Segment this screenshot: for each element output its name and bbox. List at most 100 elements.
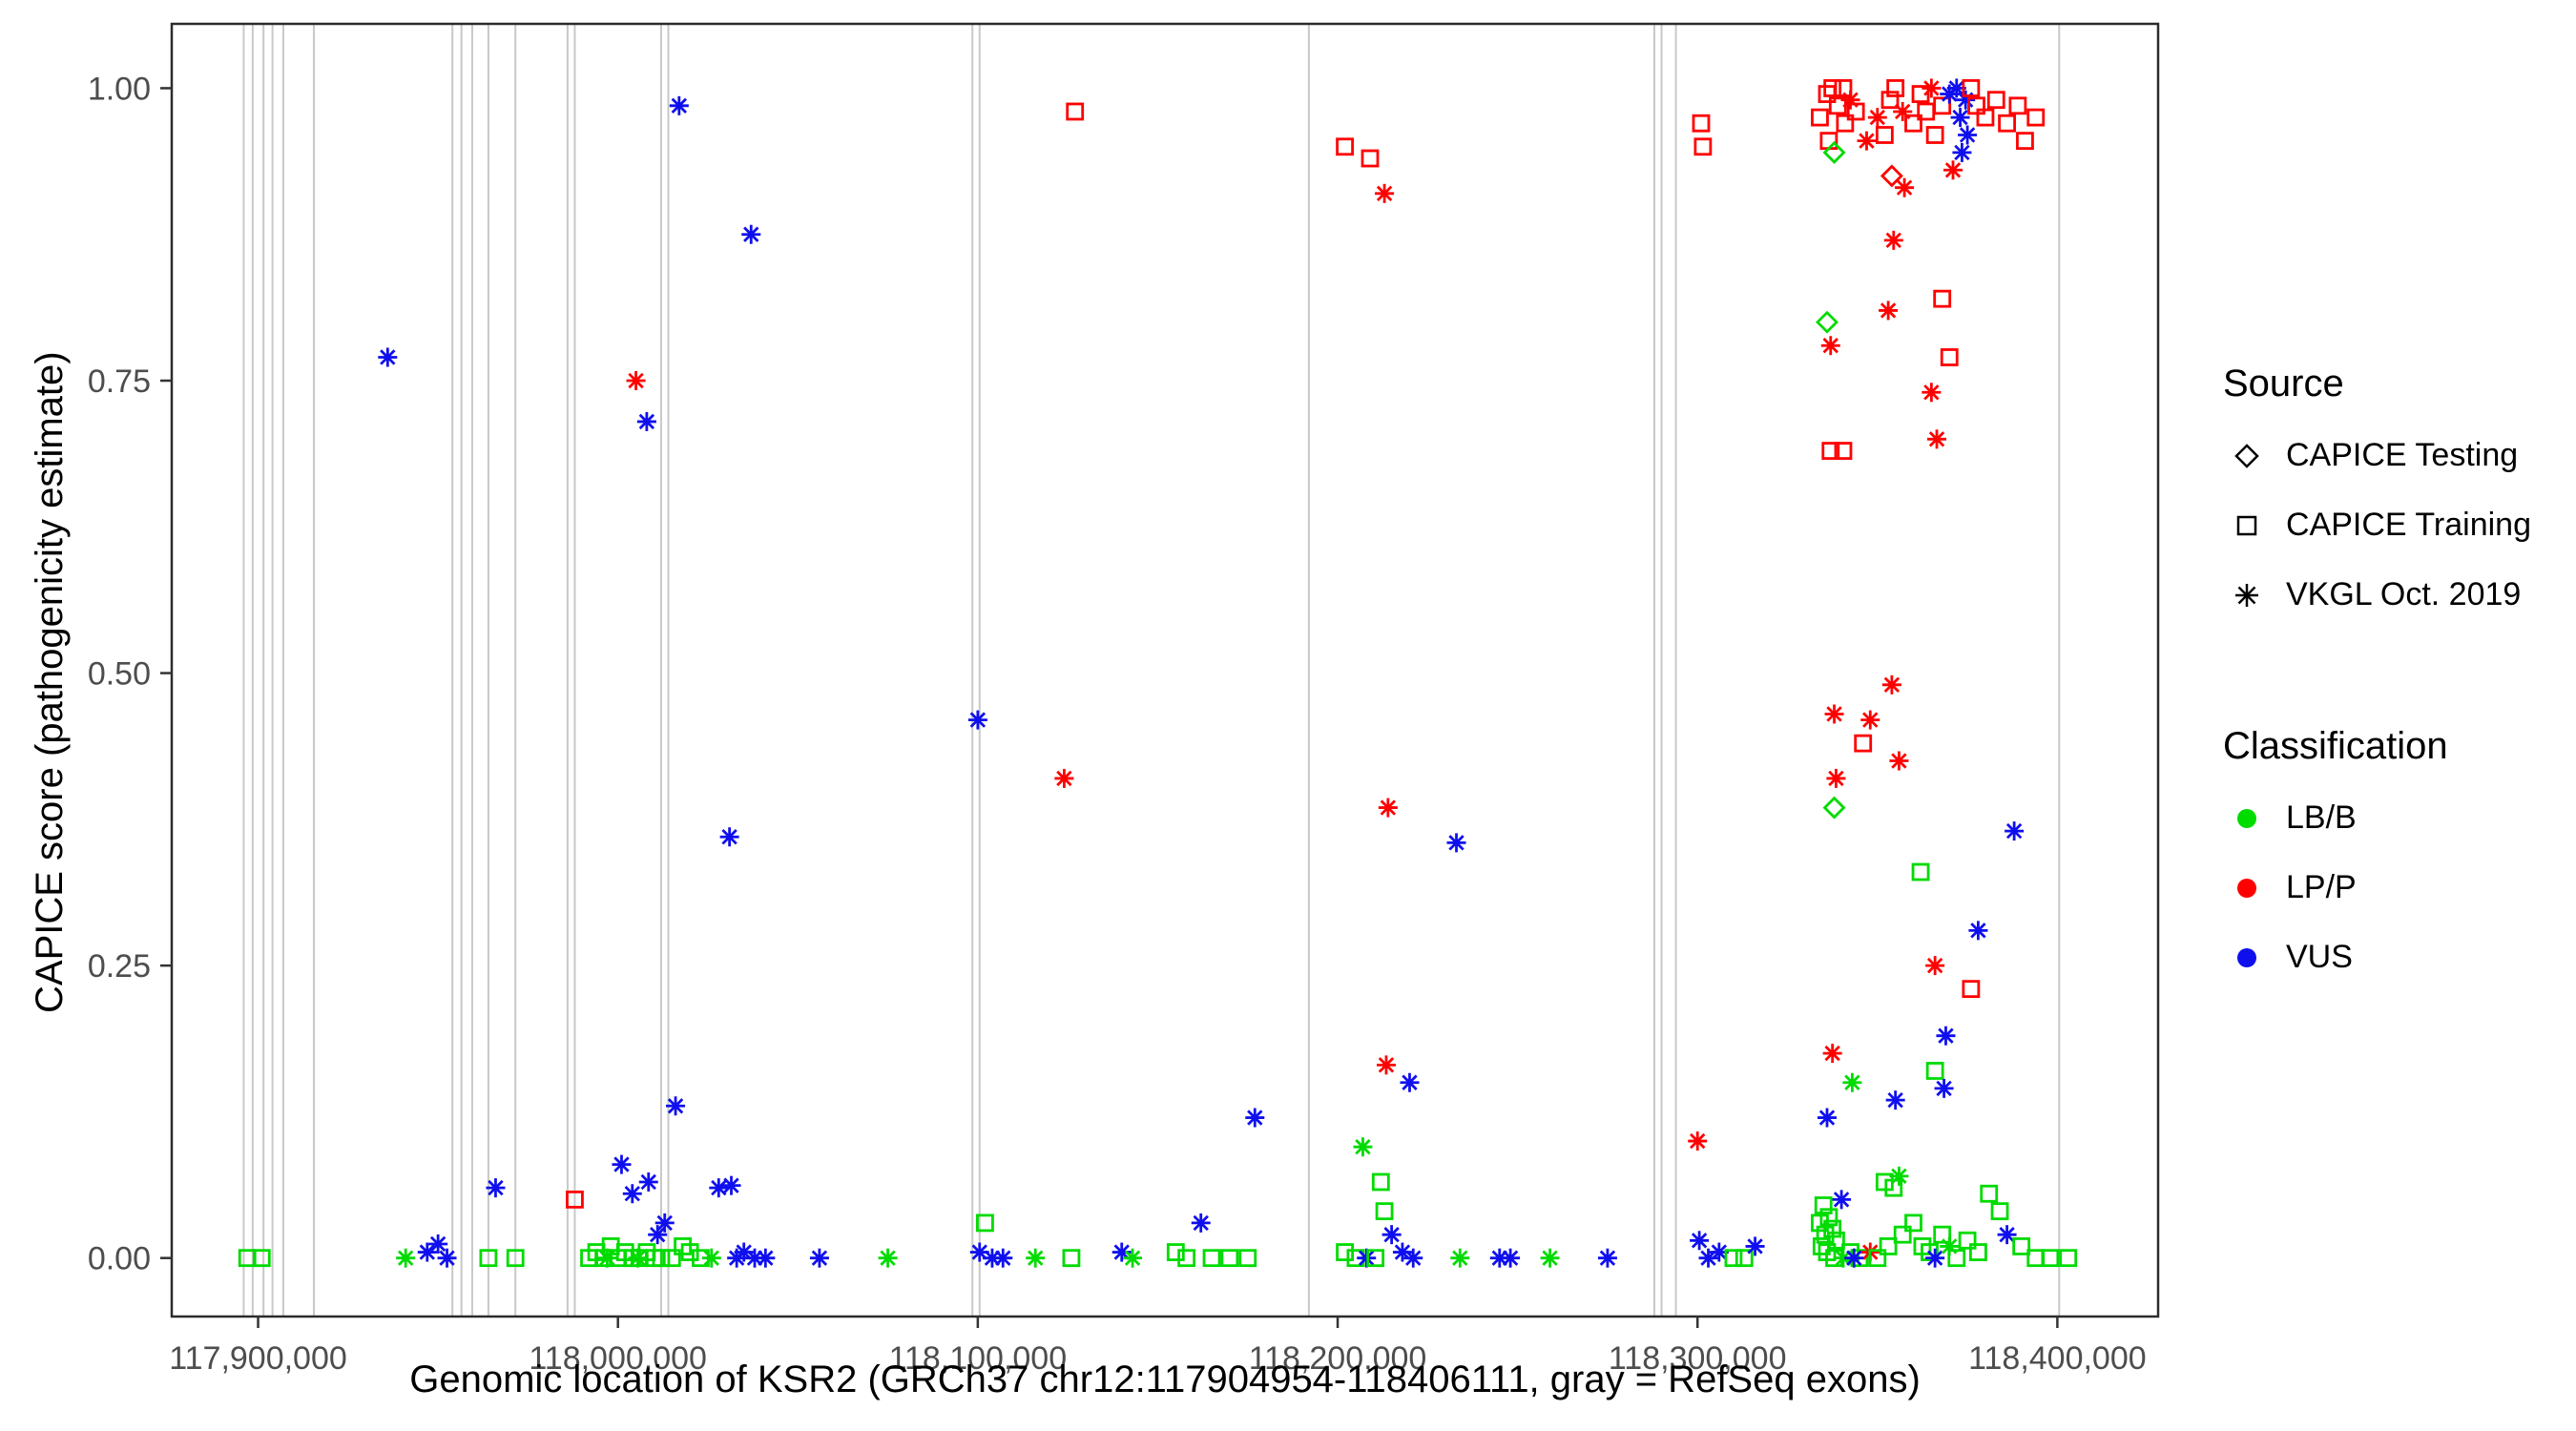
y-tick-label: 0.75 (88, 363, 151, 400)
data-point (2041, 1249, 2060, 1268)
square-icon (2223, 508, 2271, 543)
legend-label-lpp: LP/P (2286, 869, 2357, 905)
data-point (638, 1172, 658, 1192)
data-point (1879, 1237, 1898, 1255)
data-point (506, 1249, 525, 1268)
diamond-icon (2223, 439, 2271, 473)
data-point (1823, 79, 1842, 97)
legend: Source CAPICE Testing CAPICE Training (2223, 363, 2531, 992)
data-point (1816, 1225, 1835, 1244)
data-point (1986, 91, 2005, 110)
data-point (396, 1248, 416, 1268)
data-point (2005, 821, 2025, 841)
data-point (2026, 108, 2046, 127)
data-point (1846, 102, 1865, 121)
data-point (1911, 862, 1930, 881)
data-point (1889, 751, 1909, 771)
data-point (756, 1248, 776, 1268)
data-point (1933, 96, 1952, 115)
data-point (1597, 1248, 1617, 1268)
y-tick-label: 0.50 (88, 656, 151, 693)
data-point (378, 347, 398, 367)
data-point (1361, 149, 1380, 168)
data-point (993, 1248, 1013, 1268)
data-point (1875, 126, 1894, 144)
data-point (1366, 1249, 1385, 1268)
data-point (1745, 1236, 1765, 1256)
data-point (669, 95, 689, 115)
data-point (1925, 956, 1945, 976)
legend-item-lbb: LB/B (2223, 783, 2531, 853)
data-point (1952, 142, 1972, 162)
data-point (1880, 91, 1900, 110)
data-point (1925, 1062, 1944, 1080)
data-point (1062, 1249, 1081, 1268)
data-point (1904, 114, 1922, 133)
legend-item-lpp: LP/P (2223, 853, 2531, 923)
data-point (1947, 1249, 1966, 1268)
data-point (1826, 768, 1846, 788)
x-tick-label: 118,200,000 (1249, 1340, 1427, 1377)
data-point (1378, 798, 1398, 818)
data-point (1371, 1172, 1390, 1192)
y-tick-label: 0.25 (88, 948, 151, 985)
legend-group-classification: Classification LB/B LP/P VUS (2223, 725, 2531, 992)
vus-color-dot (2223, 941, 2271, 975)
legend-item-vus: VUS (2223, 923, 2531, 992)
data-point (428, 1234, 448, 1254)
data-point (648, 1225, 668, 1245)
x-tick-label: 118,400,000 (1968, 1340, 2147, 1377)
data-point (1357, 1248, 1377, 1268)
data-point (1881, 674, 1901, 695)
data-point (1943, 160, 1963, 180)
x-tick-label: 117,900,000 (169, 1340, 347, 1377)
legend-label-vkgl: VKGL Oct. 2019 (2286, 576, 2522, 612)
data-point (1997, 1225, 2017, 1245)
data-point (1693, 137, 1713, 156)
data-point (566, 1190, 584, 1209)
data-point (479, 1249, 498, 1268)
data-point (2026, 1249, 2046, 1268)
data-point (1822, 796, 1846, 819)
data-point (1822, 1044, 1842, 1064)
data-point (1501, 1248, 1521, 1268)
data-point (967, 710, 987, 730)
data-point (1692, 114, 1711, 133)
data-point (1893, 1225, 1912, 1244)
data-point (1886, 79, 1905, 97)
y-tick-label: 0.00 (88, 1241, 151, 1277)
data-point (1884, 1178, 1903, 1197)
data-point (1969, 1243, 1987, 1261)
data-point (626, 371, 646, 391)
data-point (1400, 1072, 1420, 1092)
data-point (1958, 125, 1978, 145)
data-point (1854, 734, 1873, 753)
data-point (1066, 102, 1085, 121)
data-point (1922, 78, 1942, 98)
x-axis-title: Genomic location of KSR2 (GRCh37 chr12:1… (409, 1358, 1921, 1400)
legend-classification-title: Classification (2223, 725, 2448, 767)
data-point (1958, 1231, 1977, 1250)
data-point (1220, 1249, 1239, 1268)
data-point (1709, 1242, 1729, 1262)
data-point (1868, 1249, 1887, 1268)
data-point (1191, 1213, 1211, 1233)
data-point (1818, 1108, 1837, 1128)
data-point (1735, 1249, 1754, 1268)
data-point (1814, 1196, 1833, 1214)
data-point (1921, 1243, 1939, 1261)
data-point (1376, 1055, 1396, 1075)
data-point (1927, 429, 1947, 449)
data-point (1904, 1213, 1922, 1233)
data-point (1819, 132, 1839, 151)
data-point (1842, 1072, 1862, 1092)
data-point (701, 1248, 721, 1268)
lbb-color-dot (2223, 801, 2271, 836)
data-point (1980, 1184, 1999, 1203)
data-point (1840, 90, 1860, 110)
data-point (721, 1175, 741, 1195)
data-point (636, 411, 656, 431)
data-point (1925, 126, 1944, 144)
legend-source-title: Source (2223, 363, 2344, 404)
